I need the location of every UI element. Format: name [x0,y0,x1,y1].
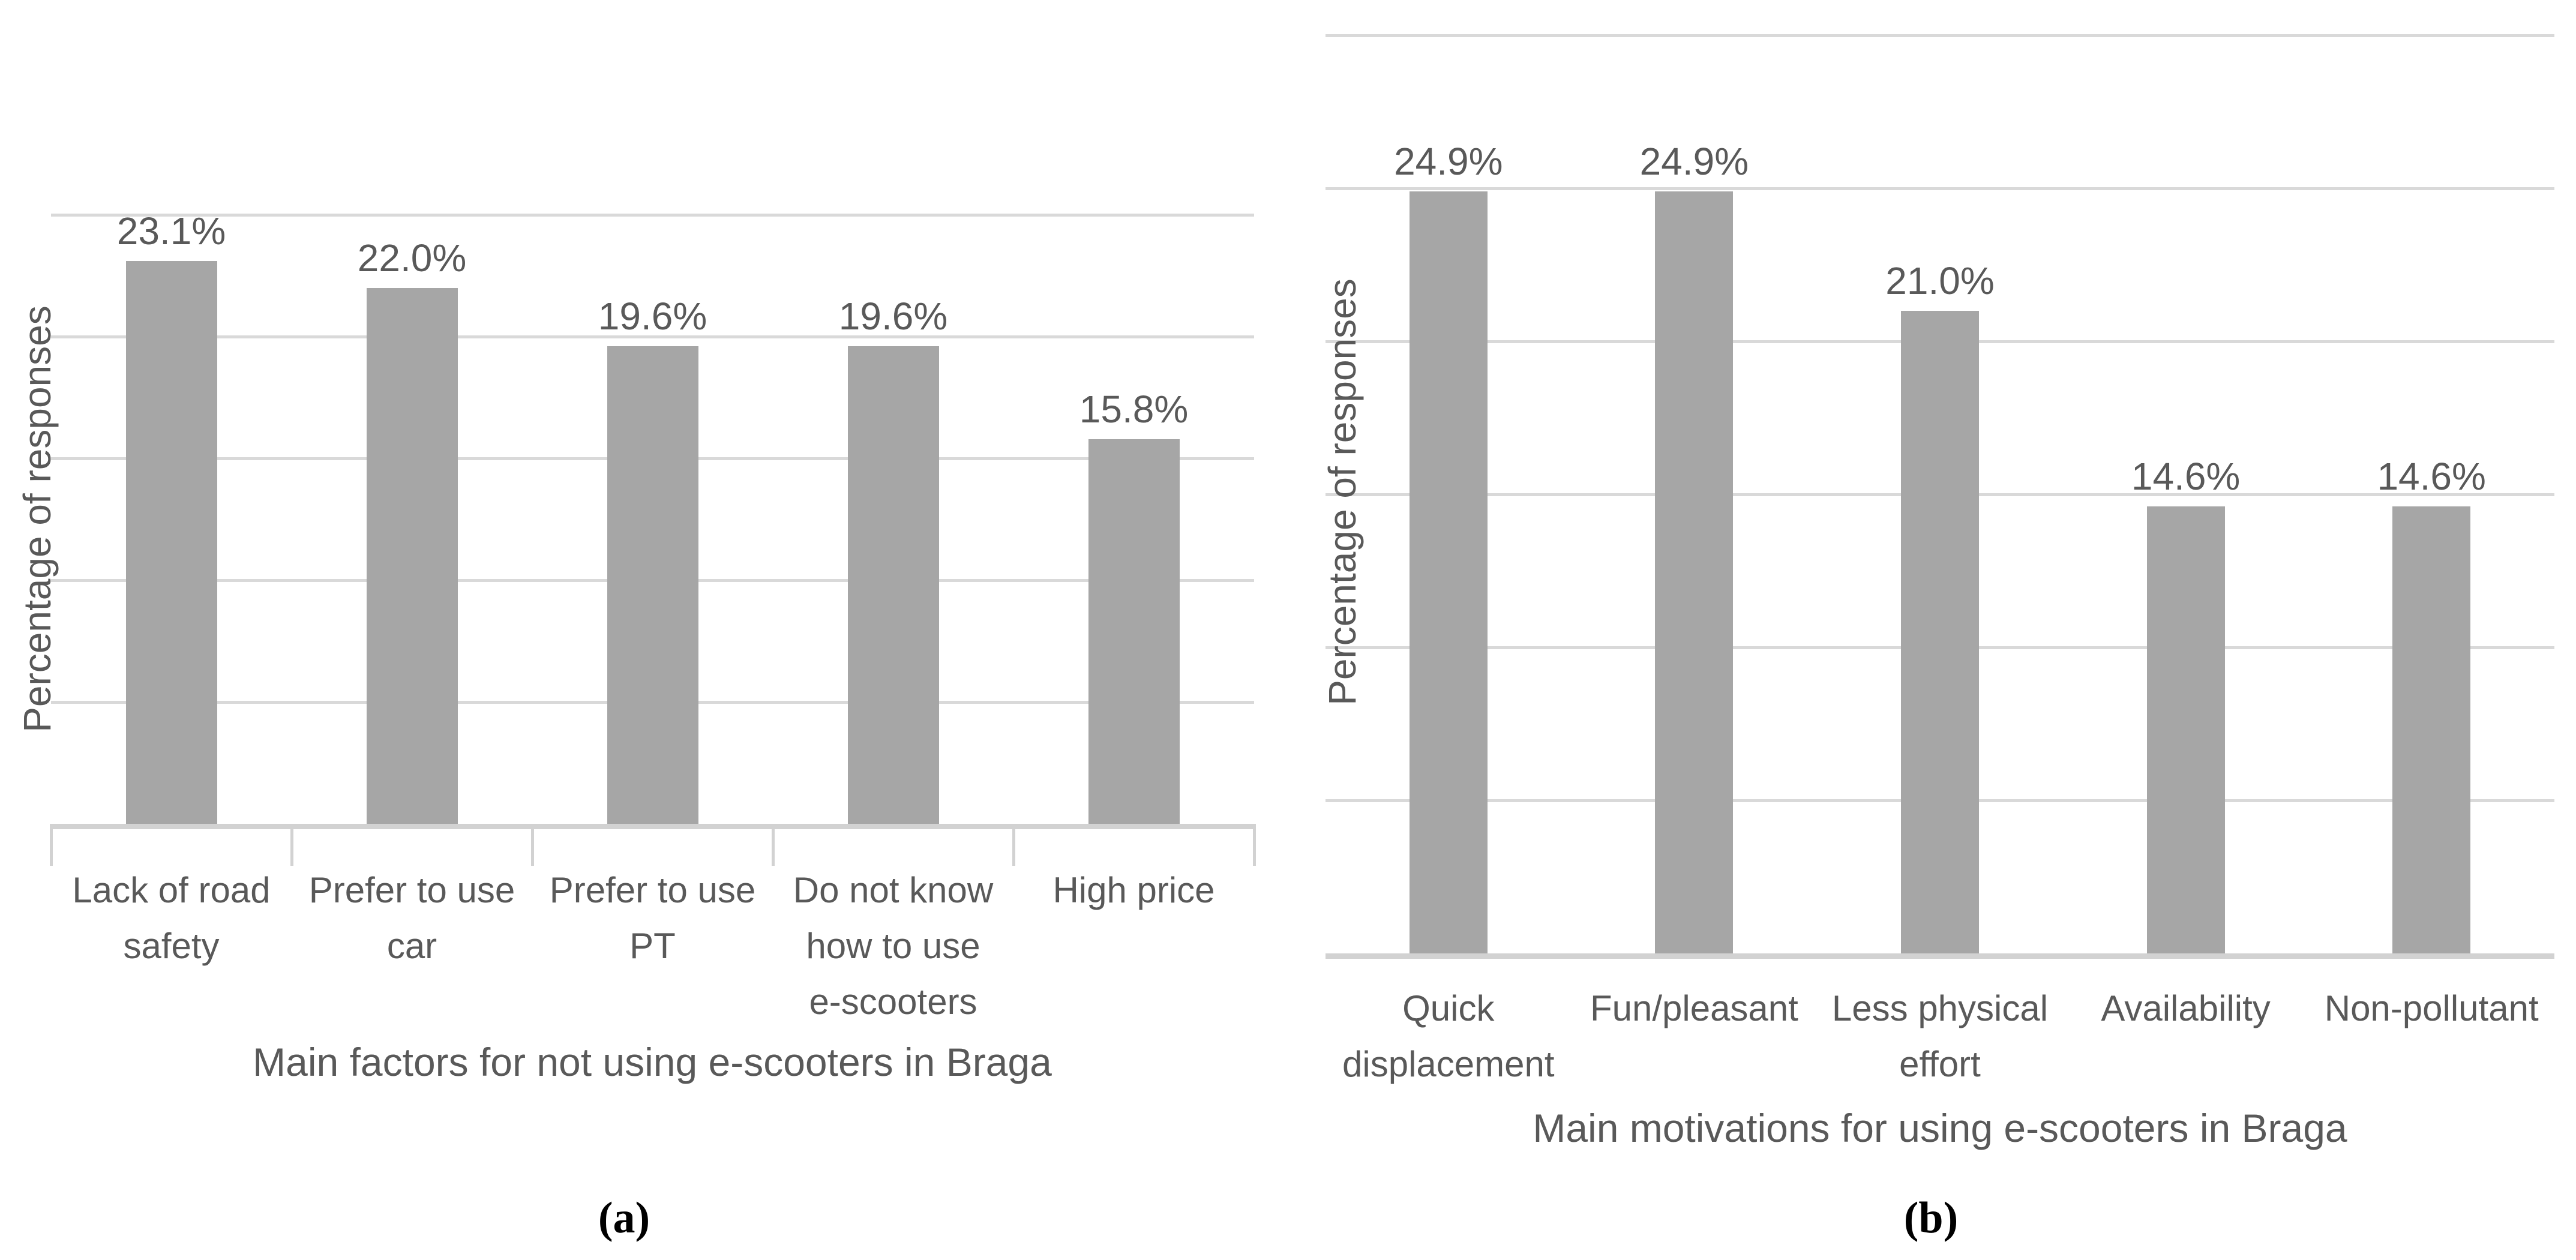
x-axis-tick [531,824,534,866]
bar-value-label-2: 22.0% [357,236,467,280]
bar-4 [2146,506,2225,953]
gridline-25pct [1326,187,2554,190]
bar-2 [366,287,458,824]
bar-value-label-5: 14.6% [2377,455,2486,499]
bar-3 [1901,311,1979,953]
x-axis-tick [772,824,775,866]
bar-5 [2392,506,2471,953]
bar-1 [1409,191,1488,953]
bar-value-label-1: 24.9% [1394,140,1503,184]
bar-value-label-4: 19.6% [838,295,948,338]
gridline-20pct [51,335,1254,338]
bar-4 [847,346,939,824]
bar-value-label-3: 21.0% [1885,259,1995,302]
bar-value-label-4: 14.6% [2131,455,2241,499]
x-axis-tick [1253,824,1256,866]
x-axis-tick [290,824,293,866]
bar-5 [1088,439,1180,824]
category-label-2: Fun/pleasant [1590,988,1798,1028]
x-axis-title-a: Main factors for not using e-scooters in… [253,1040,1052,1084]
panel-caption-a: (a) [598,1193,650,1243]
bar-2 [1655,191,1734,953]
category-label-3: Less physical effort [1831,988,2049,1084]
x-axis-title-b: Main motivations for using e-scooters in… [1533,1106,2347,1150]
category-label-5: High price [1052,870,1215,910]
x-axis-line [51,824,1254,829]
bar-1 [125,261,217,824]
y-axis-label-b: Percentage of responses [1321,278,1364,706]
x-axis-tick [50,824,53,866]
category-label-4: Availability [2101,988,2271,1028]
category-label-5: Non-pollutant [2324,988,2539,1028]
category-label-2: Prefer to use car [308,870,515,966]
bar-value-label-2: 24.9% [1639,140,1749,184]
category-label-1: Quick displacement [1342,988,1555,1084]
x-axis-line [1326,953,2554,959]
gridline-30pct [1326,34,2554,37]
category-label-3: Prefer to use PT [549,870,756,966]
bar-value-label-5: 15.8% [1079,387,1189,431]
bar-value-label-3: 19.6% [598,295,707,338]
category-label-4: Do not know how to use e-scooters [793,870,994,1022]
x-axis-tick [1012,824,1015,866]
bar-value-label-1: 23.1% [116,209,226,253]
panel-caption-b: (b) [1903,1193,1959,1243]
category-label-1: Lack of road safety [72,870,271,966]
y-axis-label-a: Percentage of responses [16,305,59,733]
gridline-25pct [51,214,1254,217]
bar-3 [607,346,698,824]
